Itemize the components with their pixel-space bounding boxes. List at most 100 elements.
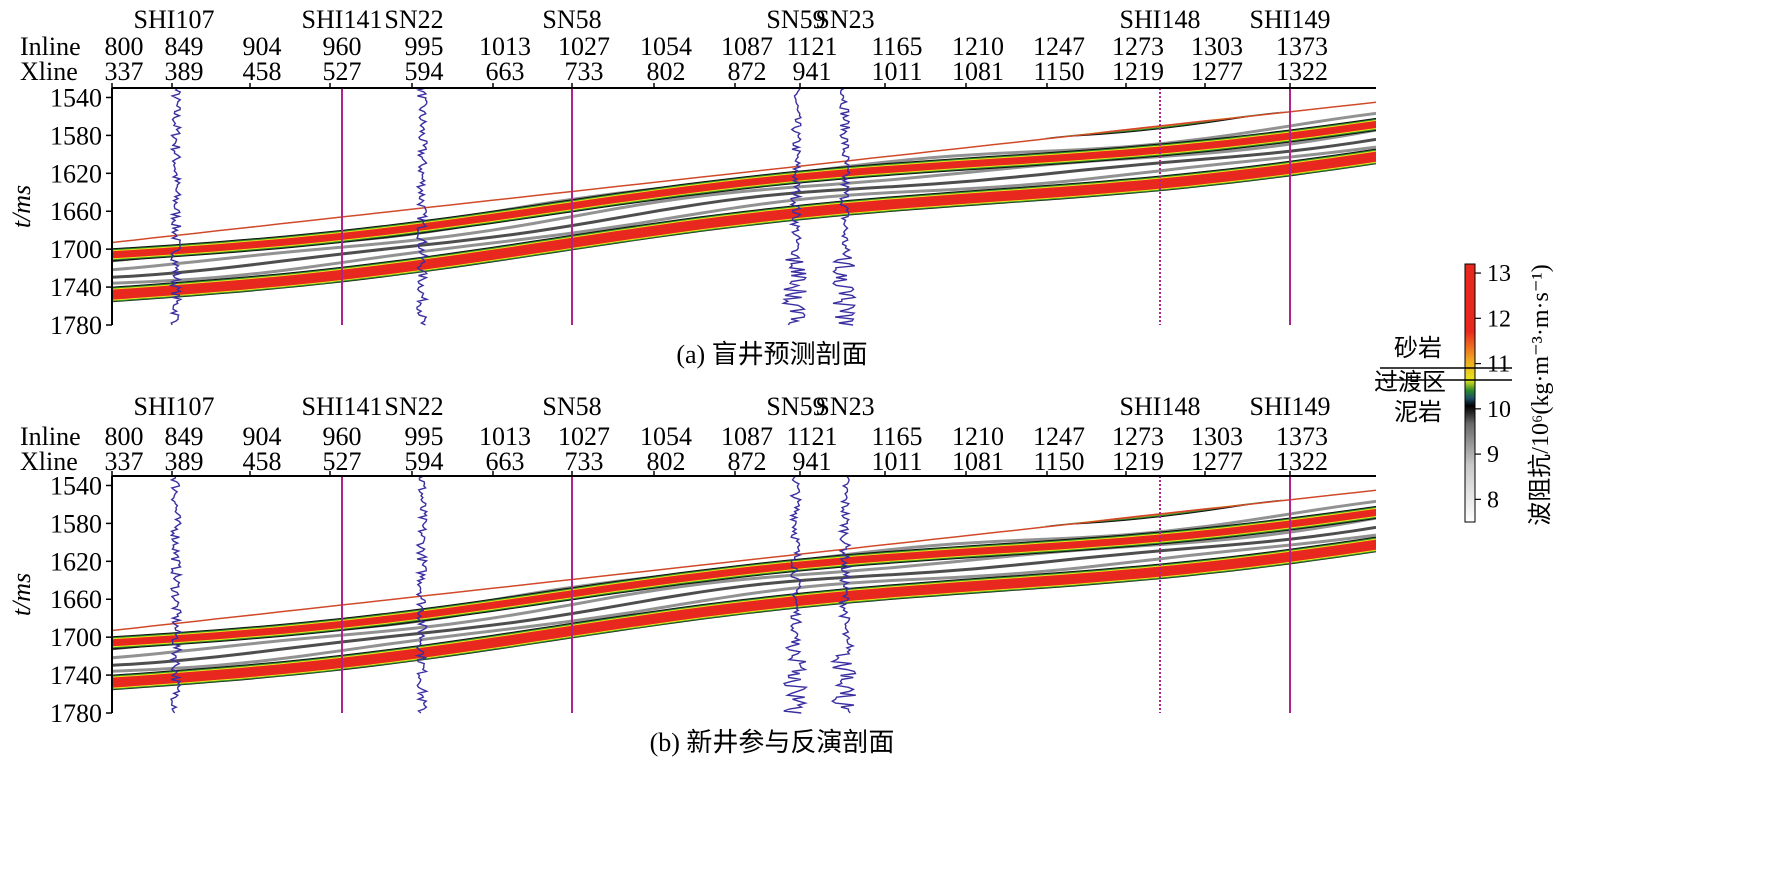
xline-value: 872 bbox=[728, 57, 767, 86]
mask-below bbox=[112, 552, 1376, 713]
inline-value: 849 bbox=[165, 32, 204, 61]
well-log-curve bbox=[168, 87, 183, 326]
xline-value: 663 bbox=[486, 57, 525, 86]
colorbar-tick-label: 13 bbox=[1487, 261, 1511, 287]
top-boundary-line bbox=[112, 489, 1376, 632]
xline-value: 941 bbox=[793, 57, 832, 86]
xline-value: 872 bbox=[728, 447, 767, 476]
mask-below bbox=[112, 164, 1376, 325]
well-name: SHI141 bbox=[302, 392, 383, 421]
dark-streak bbox=[112, 137, 1376, 279]
well-name: SHI148 bbox=[1120, 392, 1201, 421]
xline-value: 1322 bbox=[1276, 57, 1328, 86]
zone-mudstone: 泥岩 bbox=[1394, 399, 1442, 426]
well-log-curve bbox=[169, 475, 184, 714]
xline-value: 663 bbox=[486, 447, 525, 476]
y-tick-label: 1660 bbox=[50, 197, 102, 226]
colorbar-tick-label: 10 bbox=[1487, 397, 1511, 423]
inline-value: 1027 bbox=[558, 422, 610, 451]
y-tick-label: 1660 bbox=[50, 585, 102, 614]
y-tick-label: 1620 bbox=[50, 547, 102, 576]
well-log-curve bbox=[781, 87, 807, 326]
inline-row-label: Inline bbox=[20, 32, 81, 61]
inline-row-label: Inline bbox=[20, 422, 81, 451]
xline-value: 733 bbox=[565, 447, 604, 476]
well-name: SHI149 bbox=[1250, 5, 1331, 34]
panel-caption: (a) 盲井预测剖面 bbox=[676, 340, 867, 369]
xline-value: 389 bbox=[165, 447, 204, 476]
xline-value: 941 bbox=[793, 447, 832, 476]
inline-value: 1303 bbox=[1191, 32, 1243, 61]
section-body bbox=[112, 476, 1376, 713]
xline-value: 802 bbox=[647, 57, 686, 86]
xline-value: 1150 bbox=[1033, 57, 1084, 86]
inline-value: 1027 bbox=[558, 32, 610, 61]
mask-above bbox=[112, 88, 1376, 242]
inline-value: 960 bbox=[323, 422, 362, 451]
dark-streak bbox=[112, 516, 1376, 660]
xline-value: 337 bbox=[105, 447, 144, 476]
xline-value: 337 bbox=[105, 57, 144, 86]
xline-value: 733 bbox=[565, 57, 604, 86]
well-name: SHI141 bbox=[302, 5, 383, 34]
y-tick-label: 1580 bbox=[50, 509, 102, 538]
xline-value: 1150 bbox=[1033, 447, 1084, 476]
well-name: SHI149 bbox=[1250, 392, 1331, 421]
well-log-curve bbox=[782, 475, 809, 714]
inline-value: 960 bbox=[323, 32, 362, 61]
xline-value: 458 bbox=[243, 447, 282, 476]
well-name: SHI107 bbox=[134, 392, 215, 421]
xline-value: 1322 bbox=[1276, 447, 1328, 476]
dark-streak bbox=[112, 128, 1376, 272]
xline-value: 594 bbox=[405, 447, 444, 476]
well-name: SN58 bbox=[542, 5, 601, 34]
xline-value: 1081 bbox=[952, 57, 1004, 86]
xline-row-label: Xline bbox=[20, 57, 78, 86]
well-name: SN22 bbox=[384, 5, 443, 34]
section-body bbox=[112, 88, 1376, 325]
xline-value: 1277 bbox=[1191, 57, 1243, 86]
well-name: SN23 bbox=[815, 392, 874, 421]
well-name: SHI107 bbox=[134, 5, 215, 34]
inline-value: 1013 bbox=[479, 32, 531, 61]
zone-transition: 过渡区 bbox=[1374, 369, 1446, 396]
y-tick-label: 1540 bbox=[50, 471, 102, 500]
xline-value: 458 bbox=[243, 57, 282, 86]
xline-value: 802 bbox=[647, 447, 686, 476]
xline-value: 389 bbox=[165, 57, 204, 86]
y-tick-label: 1580 bbox=[50, 121, 102, 150]
inline-value: 1054 bbox=[640, 32, 692, 61]
inline-value: 1121 bbox=[786, 32, 837, 61]
dark-streak bbox=[112, 525, 1376, 667]
inline-value: 800 bbox=[105, 422, 144, 451]
xline-value: 1011 bbox=[871, 57, 922, 86]
xline-value: 527 bbox=[323, 447, 362, 476]
colorbar-tick-label: 9 bbox=[1487, 442, 1499, 468]
upper-red-horizon bbox=[112, 509, 1376, 647]
xline-value: 1219 bbox=[1112, 57, 1164, 86]
inline-value: 1210 bbox=[952, 422, 1004, 451]
inline-value: 995 bbox=[405, 32, 444, 61]
inline-value: 1373 bbox=[1276, 422, 1328, 451]
y-tick-label: 1540 bbox=[50, 83, 102, 112]
y-tick-label: 1740 bbox=[50, 273, 102, 302]
inline-value: 1247 bbox=[1033, 422, 1085, 451]
y-axis-label: t/ms bbox=[7, 185, 36, 228]
zone-sandstone: 砂岩 bbox=[1394, 335, 1442, 362]
inline-value: 1273 bbox=[1112, 32, 1164, 61]
inline-value: 904 bbox=[243, 422, 282, 451]
well-name: SN59 bbox=[766, 5, 825, 34]
well-log-curve bbox=[414, 475, 429, 714]
inline-value: 1121 bbox=[786, 422, 837, 451]
well-log-curve bbox=[415, 87, 430, 326]
lower-red-horizon bbox=[112, 539, 1376, 688]
y-tick-label: 1780 bbox=[50, 311, 102, 340]
inline-value: 1013 bbox=[479, 422, 531, 451]
inline-value: 1373 bbox=[1276, 32, 1328, 61]
inline-value: 1210 bbox=[952, 32, 1004, 61]
well-name: SHI148 bbox=[1120, 5, 1201, 34]
lower-red-horizon bbox=[112, 151, 1376, 300]
upper-red-horizon bbox=[112, 121, 1376, 259]
